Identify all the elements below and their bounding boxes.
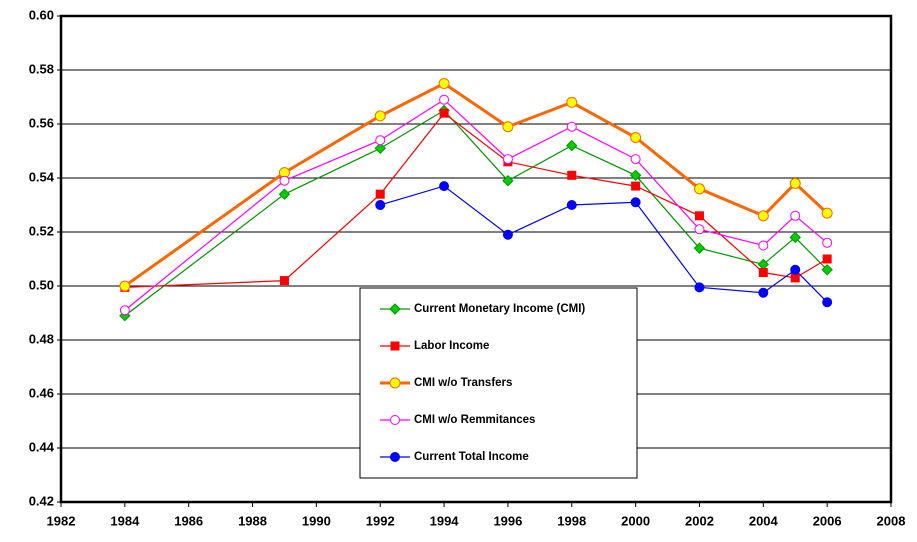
marker <box>502 121 514 133</box>
x-tick-label: 2002 <box>685 513 714 528</box>
series-line <box>124 109 828 317</box>
marker <box>630 132 642 143</box>
x-tick-label: 1994 <box>430 513 460 528</box>
marker <box>631 181 641 191</box>
marker <box>789 177 801 189</box>
y-tick-label: 0.50 <box>29 277 54 292</box>
marker <box>822 254 832 264</box>
marker <box>566 96 578 108</box>
y-tick-label: 0.42 <box>29 493 54 508</box>
marker <box>566 121 577 132</box>
marker <box>790 210 801 221</box>
marker <box>375 135 386 146</box>
x-tick-label: 2008 <box>877 513 906 528</box>
marker <box>630 197 641 208</box>
legend-label: Labor Income <box>414 340 489 352</box>
marker <box>693 183 705 195</box>
marker <box>630 154 641 165</box>
x-tick-label: 1982 <box>47 513 76 528</box>
x-tick-label: 1998 <box>557 513 586 528</box>
x-tick-label: 2006 <box>813 513 842 528</box>
x-tick-label: 1990 <box>302 513 331 528</box>
marker <box>279 276 289 286</box>
marker <box>566 200 577 210</box>
marker <box>375 189 385 199</box>
marker <box>390 452 400 462</box>
x-tick-label: 1992 <box>366 513 395 528</box>
marker <box>822 297 833 308</box>
series-line <box>124 112 828 288</box>
marker <box>567 170 577 180</box>
marker <box>694 211 704 221</box>
marker <box>502 154 513 165</box>
y-tick-label: 0.46 <box>29 385 54 400</box>
x-tick-label: 1988 <box>238 513 267 528</box>
legend-label: Current Total Income <box>414 451 529 463</box>
legend-label: CMI w/o Transfers <box>414 377 512 389</box>
marker <box>502 174 514 187</box>
marker <box>693 242 706 254</box>
marker <box>438 78 450 89</box>
marker <box>694 282 705 293</box>
marker <box>822 237 833 248</box>
marker <box>119 305 130 316</box>
x-tick-label: 1986 <box>174 513 203 528</box>
marker <box>694 224 705 235</box>
series-line <box>124 98 828 311</box>
marker <box>374 142 386 155</box>
marker <box>790 273 800 283</box>
y-tick-label: 0.44 <box>29 439 55 454</box>
marker <box>375 200 386 210</box>
legend-label: CMI w/o Remmitances <box>414 414 535 426</box>
marker <box>629 169 642 182</box>
y-tick-label: 0.48 <box>29 331 54 346</box>
marker <box>439 108 449 118</box>
marker <box>789 231 801 244</box>
y-tick-label: 0.56 <box>29 115 54 130</box>
legend: Current Monetary Income (CMI) Labor Incom… <box>359 287 638 479</box>
y-tick-label: 0.54 <box>29 169 55 184</box>
y-tick-label: 0.52 <box>29 223 54 238</box>
marker <box>821 264 833 276</box>
marker <box>279 175 290 186</box>
marker <box>389 303 401 315</box>
x-tick-label: 1996 <box>493 513 522 528</box>
marker <box>119 280 131 292</box>
marker <box>566 139 578 152</box>
marker <box>390 415 400 425</box>
marker <box>821 207 833 219</box>
legend-label: Current Monetary Income (CMI) <box>414 303 585 315</box>
marker <box>758 240 769 251</box>
marker <box>790 264 801 275</box>
marker <box>757 210 769 222</box>
series-line <box>123 81 829 288</box>
marker <box>389 377 401 389</box>
marker <box>758 287 769 298</box>
marker <box>390 341 400 351</box>
marker <box>278 188 291 200</box>
plot-border <box>59 14 893 504</box>
x-tick-label: 1984 <box>110 513 140 528</box>
x-tick-label: 2004 <box>749 513 779 528</box>
y-tick-label: 0.58 <box>29 61 54 76</box>
x-tick-label: 2000 <box>621 513 650 528</box>
marker <box>502 229 513 240</box>
marker <box>439 94 450 105</box>
marker <box>374 110 386 122</box>
marker <box>439 181 450 192</box>
y-tick-label: 0.60 <box>29 7 54 22</box>
marker <box>758 268 768 277</box>
